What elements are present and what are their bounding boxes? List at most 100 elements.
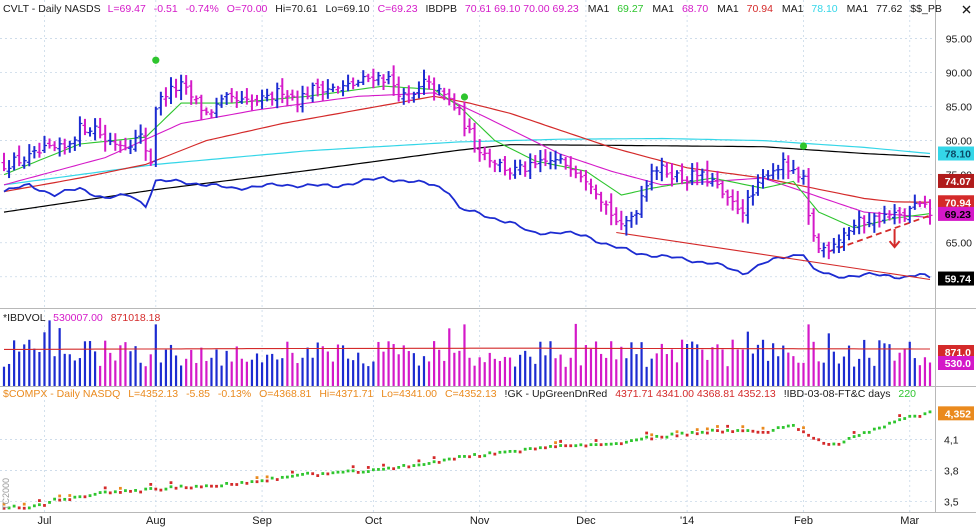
price-bar	[674, 170, 680, 183]
compx-dots[interactable]	[2, 410, 932, 510]
price-bar	[436, 84, 442, 96]
compx-dot	[341, 470, 345, 474]
ibd-ftc-label: !IBD-03-08-FT&C days	[784, 388, 891, 400]
ma-pink-line	[3, 92, 931, 219]
compx-dot	[554, 441, 557, 445]
price-bar	[866, 212, 872, 228]
price-bar	[340, 80, 346, 97]
compx-dot	[220, 484, 223, 488]
price-tick-label: 90.00	[946, 67, 972, 79]
price-bar	[305, 86, 311, 100]
price-bar	[568, 156, 574, 177]
compx-dot	[589, 443, 593, 447]
compx-dot	[58, 494, 62, 498]
compx-dot	[771, 428, 775, 432]
close-pane-icon[interactable]	[962, 5, 971, 14]
price-bar	[107, 132, 113, 146]
compx-dot	[655, 434, 659, 438]
month-label: Aug	[146, 515, 166, 527]
month-label: Feb	[794, 515, 813, 527]
price-bar	[507, 167, 513, 180]
price-bar	[416, 81, 422, 99]
price-bar	[527, 153, 533, 179]
badge-rs-text: 59.74	[945, 274, 971, 286]
compx-dot	[832, 442, 836, 446]
compx-dot	[776, 426, 780, 430]
compx-dot	[463, 455, 466, 458]
month-label: Dec	[576, 515, 596, 527]
compx-dot	[503, 450, 507, 454]
price-bar	[6, 160, 12, 179]
compx-open: O=4368.81	[259, 388, 311, 400]
compx-dot	[797, 428, 800, 431]
compx-dot	[640, 437, 643, 441]
compx-dot	[802, 430, 805, 434]
price-bar	[563, 157, 569, 170]
compx-dot	[726, 424, 729, 428]
price-bar	[122, 137, 128, 151]
volume-bars[interactable]	[2, 320, 932, 386]
compx-dot	[12, 504, 16, 508]
price-bar	[800, 169, 806, 185]
trend-lines[interactable]	[616, 214, 931, 281]
compx-dot	[38, 503, 41, 507]
compx-dot	[680, 431, 684, 435]
badge-ma-cyan-box	[938, 146, 974, 161]
price-axis-column[interactable]	[935, 0, 976, 529]
markers	[152, 56, 901, 249]
month-label: Oct	[365, 515, 382, 527]
compx-dot	[807, 433, 810, 437]
price-chg: -0.51	[154, 3, 178, 15]
price-bar	[411, 91, 417, 103]
compx-dot	[518, 450, 522, 454]
price-bar	[244, 88, 250, 105]
compx-dot	[852, 431, 856, 434]
price-bar	[274, 82, 280, 109]
compx-dot	[766, 430, 770, 434]
compx-dot	[822, 441, 826, 445]
ma-red-line	[3, 95, 931, 203]
price-bar	[583, 169, 589, 191]
compx-dot	[361, 470, 365, 474]
badge-ma-red-2-box	[938, 195, 974, 210]
month-label: Jul	[37, 515, 51, 527]
compx-dot	[650, 437, 654, 441]
compx-dot	[483, 454, 487, 458]
compx-dot	[761, 430, 765, 434]
compx-dot	[574, 444, 578, 448]
gk-values: 4371.71 4341.00 4368.81 4352.13	[615, 388, 776, 400]
ma1-a-value: 69.27	[617, 3, 643, 15]
volume-v1: 530007.00	[53, 312, 103, 324]
price-bar	[745, 189, 751, 224]
compx-dot	[827, 443, 831, 446]
compx-dot	[159, 488, 163, 492]
ma1-e-value: 77.62	[876, 3, 902, 15]
compx-dot	[326, 472, 330, 476]
compx-dot	[458, 455, 461, 458]
price-bar	[922, 195, 928, 208]
price-bar	[861, 215, 867, 234]
compx-dot	[599, 443, 603, 447]
compx-dot	[58, 498, 62, 502]
price-bar	[188, 80, 194, 105]
price-bar	[239, 90, 245, 104]
compx-dot	[270, 476, 274, 480]
price-bars[interactable]	[1, 65, 933, 260]
compx-dot	[331, 471, 335, 475]
compx-dot	[716, 429, 719, 432]
compx-dot	[538, 446, 542, 450]
compx-dot	[88, 494, 92, 498]
compx-tick-label: 3,8	[944, 466, 959, 478]
compx-dot	[665, 435, 669, 439]
compx-pct: -0.13%	[218, 388, 251, 400]
ibdpb-values: 70.61 69.10 70.00 69.23	[465, 3, 579, 15]
price-bar	[684, 176, 690, 191]
compx-dot	[366, 470, 370, 473]
compx-dot	[371, 468, 375, 472]
compx-dot	[351, 469, 355, 473]
price-bar	[47, 138, 53, 149]
price-bar	[117, 140, 123, 153]
price-bar	[659, 157, 665, 182]
compx-dot	[255, 476, 259, 480]
price-bar	[72, 136, 78, 151]
